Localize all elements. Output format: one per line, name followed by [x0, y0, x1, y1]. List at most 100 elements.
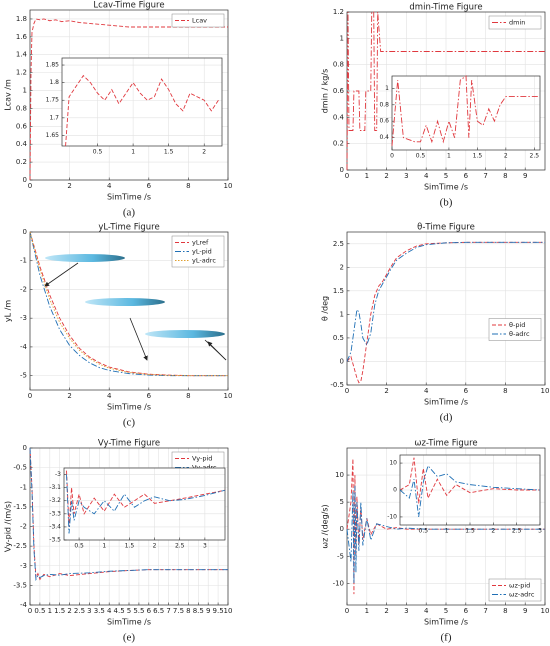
x-tick-label: 9 [523, 607, 527, 615]
illustration [44, 254, 227, 361]
x-tick-label: 10 [224, 607, 233, 615]
y-tick-label: -1 [20, 483, 27, 491]
x-tick-label: 0 [28, 182, 32, 190]
axes-frame [61, 57, 223, 147]
y-tick-label: 1 [340, 34, 344, 42]
x-tick-label: 4 [424, 607, 429, 615]
x-tick-label: 3.5 [94, 607, 105, 615]
legend-box [488, 318, 542, 341]
series-line [346, 458, 545, 595]
x-tick-label: 8 [186, 607, 190, 615]
inset-area [64, 468, 225, 540]
x-tick-label: 7.5 [173, 607, 184, 615]
series-line [399, 457, 540, 504]
legend-label: Vy-adrc [192, 464, 217, 472]
y-tick-label: 1.65 [46, 132, 60, 139]
x-tick-label: 0 [28, 607, 32, 615]
y-axis-label: dmin / kg/s [321, 69, 330, 114]
x-tick-label: 4 [107, 182, 112, 190]
y-tick-label: -3.5 [13, 581, 27, 589]
x-tick-label: 2 [384, 607, 388, 615]
x-tick-label: 9.5 [213, 607, 224, 615]
projectile [145, 330, 225, 338]
x-tick-label: 0.5 [74, 543, 84, 550]
x-tick-label: 4.5 [114, 607, 125, 615]
x-tick-label: 6 [147, 392, 152, 400]
inset-area [392, 76, 540, 150]
chart-title: Lcav-Time Figure [93, 1, 164, 11]
x-tick-label: 1.5 [473, 153, 483, 160]
y-tick-label: -2.5 [13, 542, 27, 550]
chart-title: yL-Time Figure [98, 223, 159, 233]
x-tick-label: 6 [464, 387, 469, 395]
arrow [207, 341, 227, 361]
legend-label: yL-pid [192, 248, 212, 256]
x-axis-label: SimTime /s [107, 618, 151, 627]
x-tick-label: 6.5 [153, 607, 164, 615]
x-tick-label: 5 [444, 607, 448, 615]
x-tick-label: 1 [131, 149, 135, 156]
arrow [129, 317, 148, 361]
axes-frame [346, 11, 546, 171]
y-tick-label: 1.8 [16, 15, 27, 23]
y-tick-label: 1.8 [49, 79, 59, 86]
y-tick-label: 0.2 [16, 158, 27, 166]
legend-box [488, 15, 542, 30]
y-tick-label: -3.2 [49, 497, 61, 504]
series-line [29, 231, 228, 377]
x-tick-label: 2 [153, 543, 157, 550]
series-line [399, 464, 541, 517]
y-axis-label: Lcav /m [4, 79, 13, 111]
axes-frame [346, 231, 546, 386]
legend-label: yLref [192, 239, 209, 247]
x-tick-label: 0 [345, 607, 349, 615]
y-tick-label: -3 [55, 471, 61, 478]
x-tick-label: 6 [464, 607, 469, 615]
x-tick-label: 5 [127, 607, 131, 615]
series-line [66, 470, 226, 527]
series-line [29, 231, 228, 377]
x-tick-label: 2.5 [530, 153, 540, 160]
y-tick-label: 0 [340, 357, 344, 365]
legend-box [171, 13, 225, 28]
x-tick-label: 8 [186, 182, 190, 190]
y-tick-label: 0.6 [16, 122, 28, 130]
y-tick-label: 1 [23, 87, 27, 95]
x-tick-label: 1 [447, 153, 451, 160]
legend: dmin [488, 15, 542, 30]
y-tick-label: 10 [335, 471, 344, 479]
series-line [346, 485, 545, 584]
y-tick-label: -3 [20, 314, 27, 322]
series-line [346, 241, 545, 384]
y-tick-label: 0 [23, 176, 27, 184]
y-tick-label: -4 [20, 601, 28, 609]
x-tick-label: 1.5 [125, 543, 135, 550]
panel-label: (d) [440, 412, 453, 424]
y-tick-label: 1.7 [49, 114, 59, 121]
x-tick-label: 1.5 [164, 149, 174, 156]
inset: 0.4 0.6 0.8 1 0 0.5 1 1.5 2 2.5 [379, 75, 541, 160]
x-tick-label: 2.5 [512, 528, 522, 535]
plot: -5 -4 -3 -2 -1 0 0 2 4 6 8 10 yL-Time Figure SimTime … [4, 223, 233, 429]
x-tick-label: 6 [464, 172, 469, 180]
x-tick-label: 2.5 [175, 543, 185, 550]
series-line [66, 474, 226, 534]
chart-title: dmin-Time Figure [409, 3, 482, 13]
y-tick-label: 0 [23, 228, 27, 236]
x-tick-label: 0 [345, 172, 349, 180]
legend-label: ωz-adrc [509, 591, 535, 599]
x-tick-label: 9 [523, 172, 527, 180]
y-tick-label: -3.3 [49, 510, 61, 517]
projectile [85, 298, 165, 306]
x-tick-label: 8 [503, 387, 507, 395]
y-tick-label: 0.5 [333, 334, 344, 342]
inset: -10 0 10 0.5 1 1.5 2 2.5 3 [387, 454, 542, 535]
x-axis-label: SimTime /s [424, 183, 468, 192]
x-tick-label: 1 [365, 607, 369, 615]
y-tick-label: -0.5 [330, 381, 344, 389]
y-tick-label: 0 [23, 444, 27, 452]
x-tick-label: 1 [102, 543, 106, 550]
y-tick-label: 0.6 [379, 118, 389, 125]
